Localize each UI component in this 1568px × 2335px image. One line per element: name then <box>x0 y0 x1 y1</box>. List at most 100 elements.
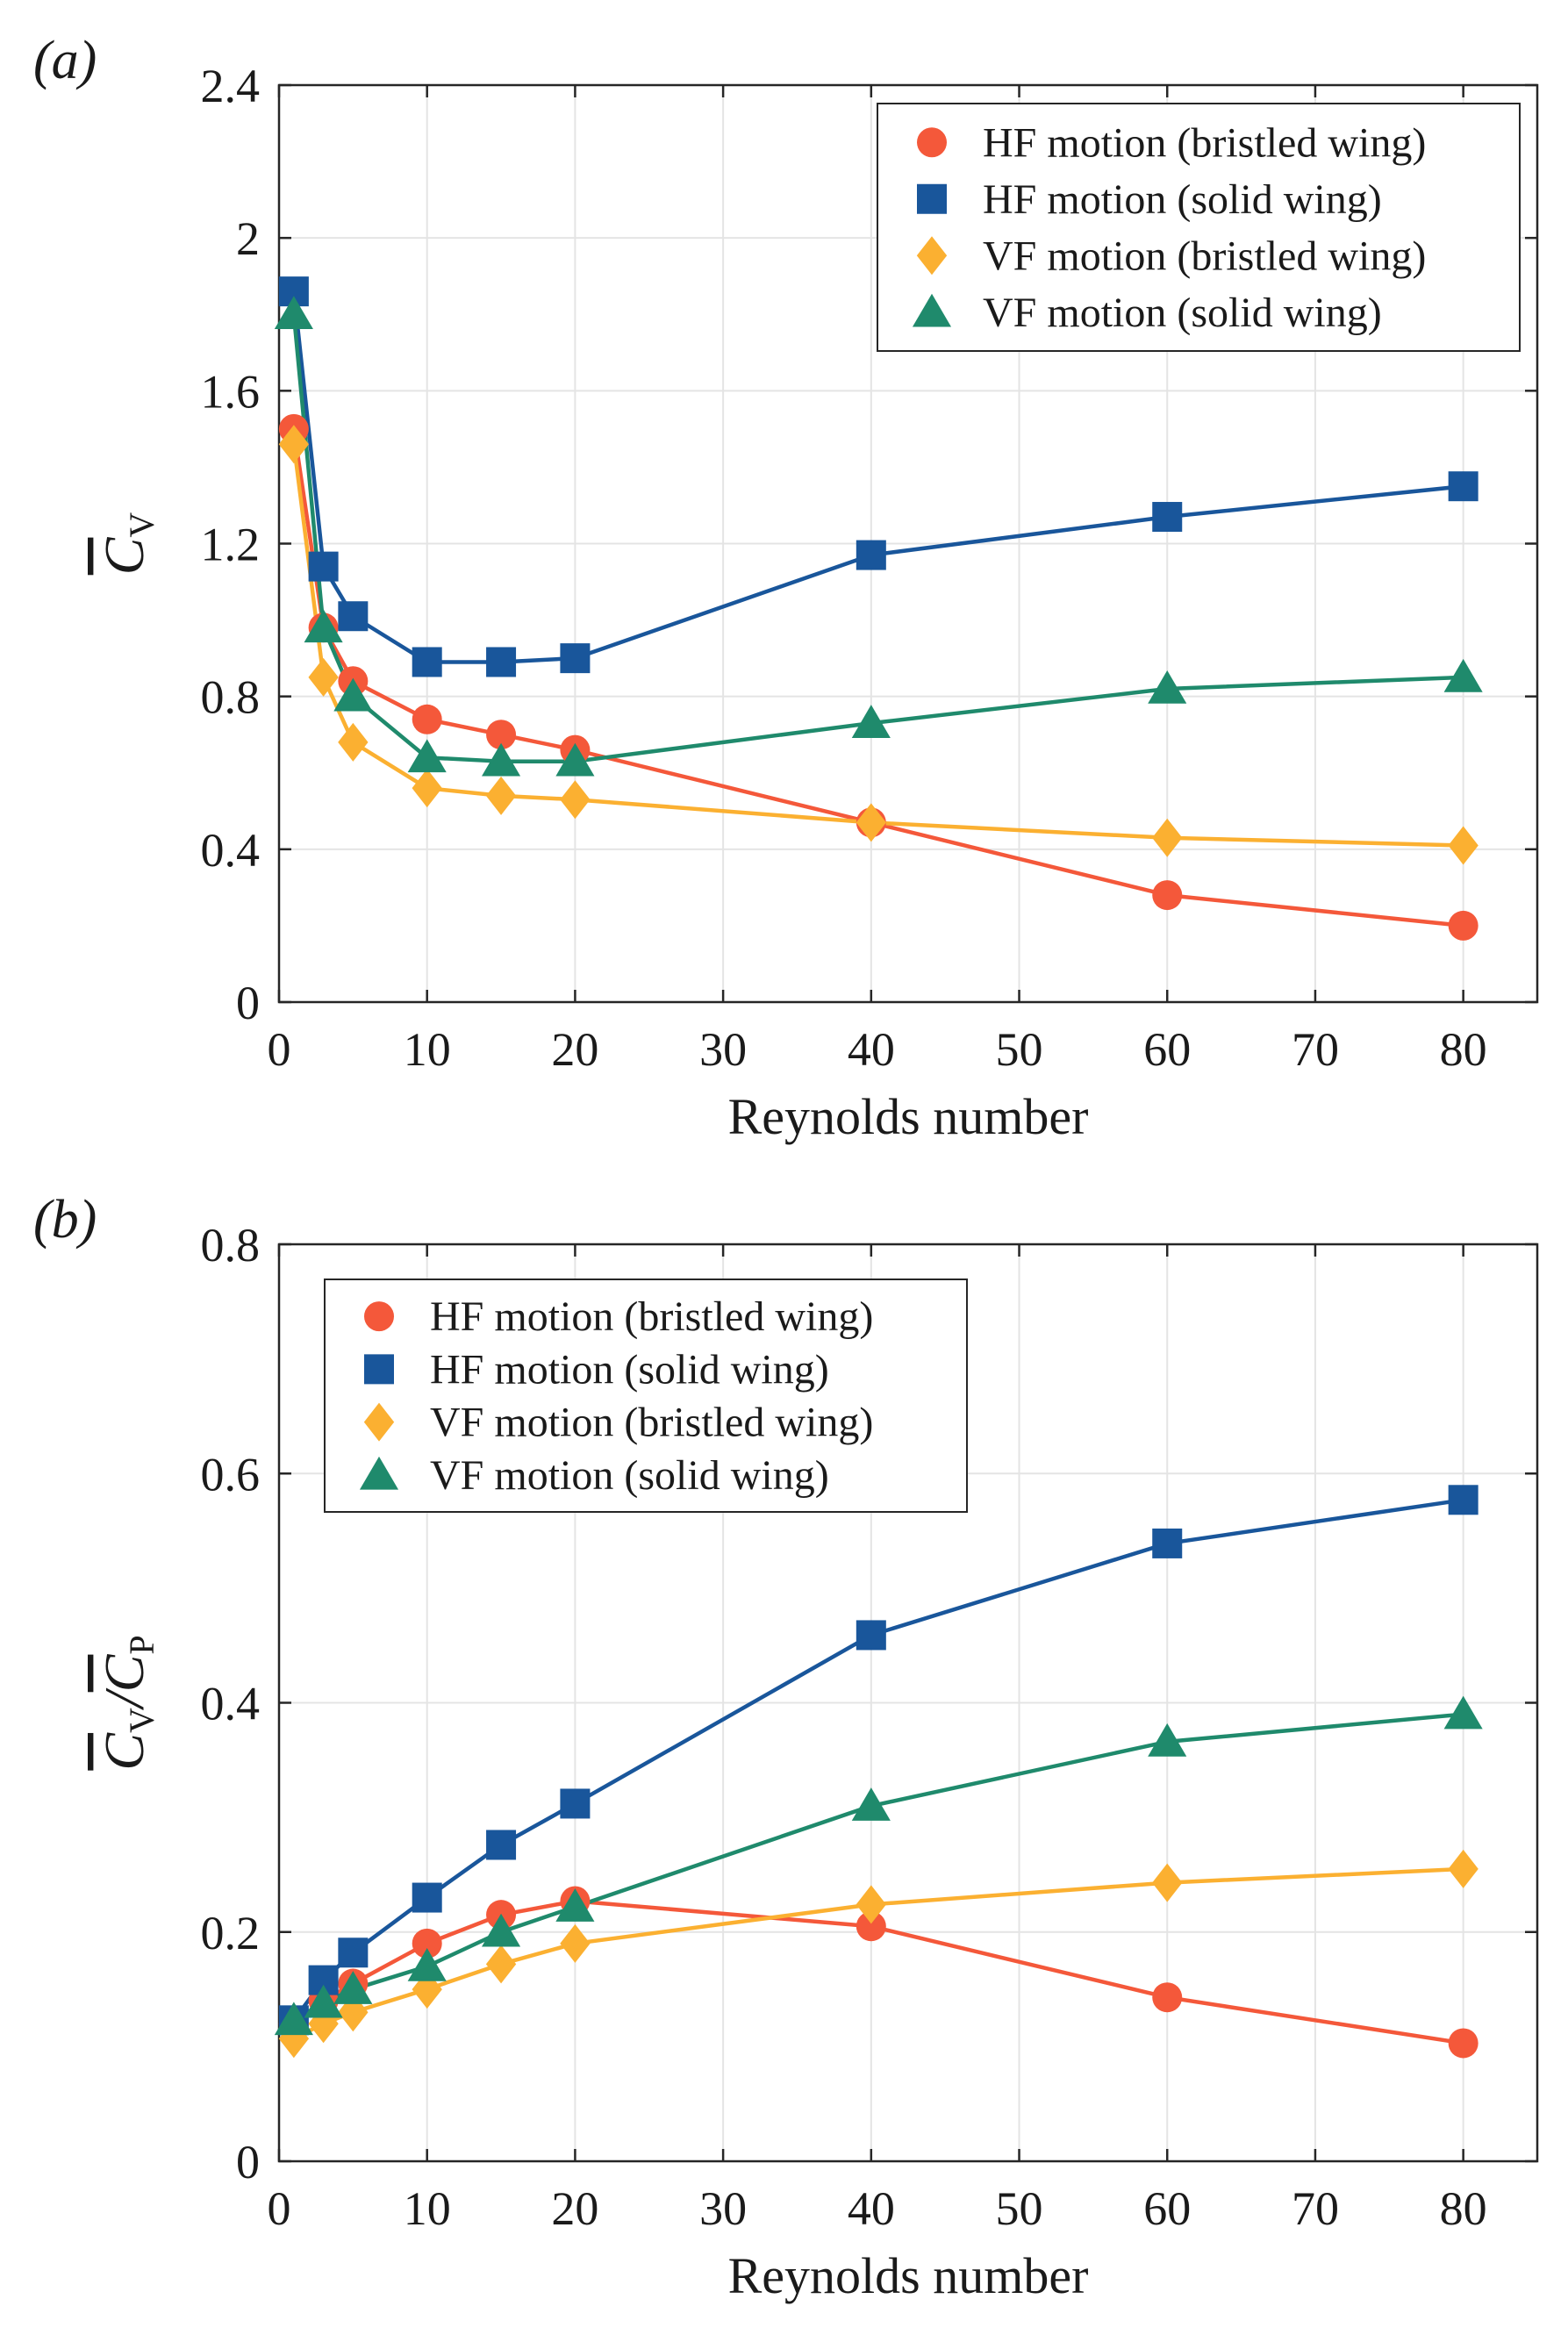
data-point <box>1448 826 1479 865</box>
data-point <box>1448 471 1479 502</box>
y-axis-title-text: CV <box>93 512 161 576</box>
x-tick-label: 40 <box>848 1023 895 1076</box>
y-tick-label: 2 <box>236 212 260 265</box>
data-point <box>274 296 313 330</box>
y-tick-label: 0.6 <box>201 1448 261 1501</box>
data-point <box>1443 658 1483 692</box>
data-point <box>333 1971 373 2004</box>
data-point <box>485 1945 517 1984</box>
series-2 <box>292 1866 1464 2041</box>
data-point <box>274 2002 313 2036</box>
x-tick-label: 10 <box>404 1023 451 1076</box>
legend-marker <box>364 1301 394 1332</box>
y-tick-label: 0.8 <box>201 1219 261 1271</box>
x-tick-label: 70 <box>1292 1023 1339 1076</box>
data-point <box>1148 670 1187 704</box>
data-point <box>856 540 886 570</box>
y-tick-label: 2.4 <box>201 60 261 112</box>
chart-panel-a: 0 10 20 30 40 50 60 70 80 0 0.4 0.8 1.2 1.6 2 2.4 Reynol… <box>33 31 1539 1145</box>
data-point <box>1152 880 1183 911</box>
y-axis-title: CV <box>93 512 161 576</box>
y-tick-label: 0.4 <box>201 824 261 877</box>
legend-marker <box>363 1402 395 1442</box>
x-tick-label: 50 <box>996 2182 1043 2235</box>
data-point <box>856 1911 886 1942</box>
x-tick-label: 0 <box>268 2182 291 2235</box>
data-point <box>1448 2028 1479 2059</box>
data-point <box>1152 1863 1183 1902</box>
y-tick-label: 0 <box>236 2136 260 2188</box>
data-point <box>560 1923 591 1963</box>
data-point <box>856 1885 886 1924</box>
x-tick-label: 40 <box>848 2182 895 2235</box>
data-point <box>851 705 891 738</box>
x-tick-label: 30 <box>699 1023 747 1076</box>
data-point <box>486 720 517 750</box>
data-point <box>1448 910 1479 941</box>
legend-entry: VF motion (bristled wing) <box>983 233 1426 279</box>
x-tick-label: 10 <box>404 2182 451 2235</box>
data-point <box>407 739 447 773</box>
chart-panel-b: 0 10 20 30 40 50 60 70 80 0 0.2 0.4 0.6 0.8 Reynolds n… <box>33 1190 1539 2304</box>
x-tick-label: 20 <box>551 1023 598 1076</box>
legend-marker <box>917 183 947 214</box>
data-point <box>412 1882 442 1913</box>
data-point <box>555 1888 595 1922</box>
x-tick-label: 0 <box>268 1023 291 1076</box>
data-point <box>412 1970 442 2009</box>
data-point <box>560 1788 591 1819</box>
series-line <box>292 1498 1464 2022</box>
y-axis-title-text: CV/CP <box>93 1635 161 1770</box>
data-point <box>333 677 373 712</box>
data-point <box>1148 1723 1187 1757</box>
series-line <box>291 314 1464 763</box>
legend-entry: HF motion (solid wing) <box>430 1346 829 1393</box>
x-tick-label: 80 <box>1440 2182 1487 2235</box>
series-line <box>292 1866 1464 2041</box>
y-axis-title: CV/CP <box>93 1635 161 1770</box>
legend: HF motion (bristled wing) HF motion (soli… <box>324 1279 968 1513</box>
data-point <box>304 609 343 643</box>
x-tick-label: 50 <box>996 1023 1043 1076</box>
data-point <box>1448 1485 1479 1515</box>
series-3 <box>291 314 1464 763</box>
data-point <box>278 425 310 464</box>
data-point <box>308 551 339 582</box>
x-tick-label: 70 <box>1292 2182 1339 2235</box>
y-tick-label: 0 <box>236 977 260 1029</box>
data-point <box>304 1984 343 2018</box>
data-point <box>1152 1528 1183 1558</box>
legend: HF motion (bristled wing) HF motion (soli… <box>877 103 1521 352</box>
series-1 <box>292 1498 1464 2022</box>
legend-entry: VF motion (bristled wing) <box>430 1400 873 1446</box>
data-point <box>412 1928 442 1959</box>
data-point <box>1448 1849 1479 1888</box>
legend-marker <box>912 293 952 327</box>
y-tick-label: 0.2 <box>201 1907 261 1959</box>
y-tick-label: 0.4 <box>201 1678 261 1730</box>
data-point <box>555 742 595 777</box>
data-point <box>338 722 369 762</box>
data-point <box>407 1947 447 1981</box>
y-tick-label: 1.2 <box>201 519 261 571</box>
series-markers-2 <box>278 425 1479 865</box>
data-point <box>486 647 517 677</box>
data-point <box>482 742 521 777</box>
legend-entry: HF motion (solid wing) <box>983 176 1382 223</box>
legend-entry: HF motion (bristled wing) <box>430 1293 873 1340</box>
data-point <box>486 1830 517 1860</box>
data-point <box>338 601 369 632</box>
data-point <box>308 657 339 697</box>
x-tick-label: 30 <box>699 2182 747 2235</box>
x-axis-title: Reynolds number <box>728 1088 1089 1145</box>
data-point <box>851 1787 891 1821</box>
data-point <box>412 647 442 677</box>
data-point <box>338 1937 369 1968</box>
data-point <box>482 1913 521 1947</box>
data-point <box>308 2004 339 2044</box>
legend-marker <box>364 1354 394 1385</box>
data-point <box>1152 502 1183 533</box>
panel-label: (a) <box>33 31 97 90</box>
